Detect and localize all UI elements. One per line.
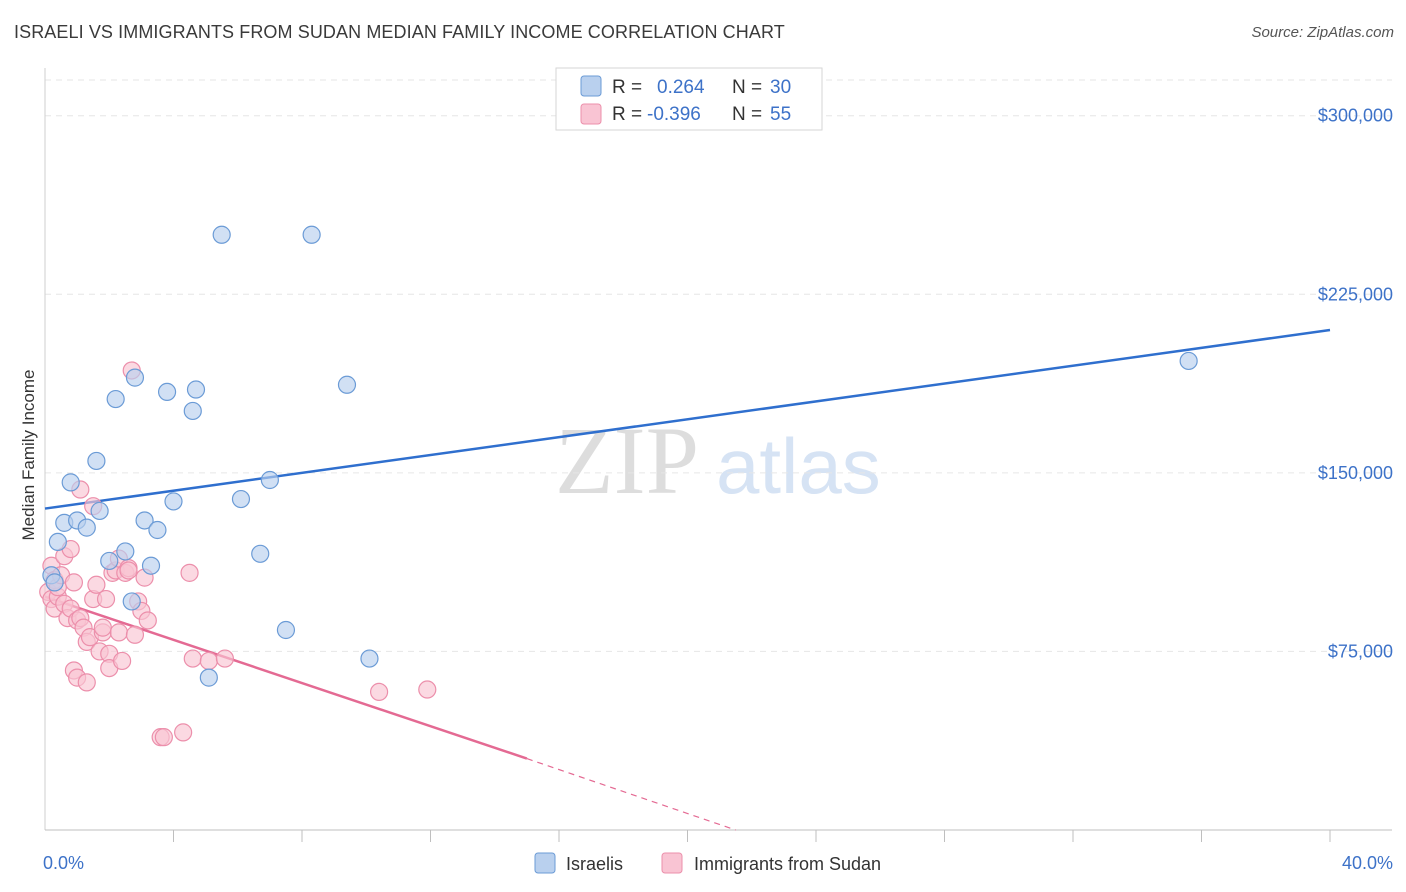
y-tick-label: $150,000 <box>1318 463 1393 483</box>
y-tick-label: $300,000 <box>1318 106 1393 126</box>
point-israelis <box>260 470 279 490</box>
point-israelis <box>87 451 106 471</box>
legend: R = 0.264 N = 30 R = -0.396 N = 55 <box>555 67 823 131</box>
watermark-atlas: atlas <box>716 422 881 510</box>
point-israelis <box>276 620 296 640</box>
point-sudan <box>199 651 218 671</box>
legend-n-label-2: N = <box>732 104 762 125</box>
data-points <box>39 225 1198 747</box>
point-israelis <box>231 489 251 509</box>
point-israelis <box>135 511 154 530</box>
point-sudan <box>112 651 132 671</box>
point-sudan <box>418 680 437 699</box>
point-sudan <box>183 649 202 668</box>
legend-r-label-2: R = <box>612 104 642 125</box>
y-tick-label: $75,000 <box>1328 641 1393 661</box>
point-israelis <box>61 473 80 492</box>
legend-r-label-1: R = <box>612 77 642 98</box>
point-israelis <box>148 520 167 540</box>
point-israelis <box>186 380 206 399</box>
legend-r-value-1: 0.264 <box>657 77 705 98</box>
point-israelis <box>141 556 161 575</box>
point-israelis <box>125 368 145 387</box>
point-israelis <box>251 544 270 563</box>
y-axis-label: Median Family Income <box>19 369 38 540</box>
trend-line-israelis <box>44 328 1331 510</box>
point-israelis <box>183 401 202 421</box>
point-sudan <box>180 563 199 582</box>
trend-line-sudan-extension <box>526 758 736 831</box>
point-israelis <box>157 382 177 402</box>
bottom-legend-swatch-israelis <box>534 852 556 874</box>
point-israelis <box>337 375 357 394</box>
point-sudan <box>215 649 234 668</box>
point-israelis <box>360 649 379 668</box>
watermark-zip: ZIP <box>555 407 699 514</box>
legend-swatch-sudan <box>580 103 602 125</box>
point-sudan <box>109 623 128 642</box>
point-sudan <box>119 561 138 580</box>
point-israelis <box>106 389 125 409</box>
point-israelis <box>212 225 231 244</box>
point-sudan <box>125 625 145 644</box>
point-israelis <box>1179 351 1198 371</box>
point-sudan <box>138 611 157 630</box>
point-israelis <box>48 532 67 552</box>
bottom-legend-swatch-sudan <box>661 852 683 874</box>
point-sudan <box>93 618 112 637</box>
legend-n-value-2: 55 <box>770 104 791 125</box>
point-israelis <box>116 542 135 561</box>
bottom-legend-label-israelis: Israelis <box>566 854 623 874</box>
y-tick-labels: $75,000 $150,000 $225,000 $300,000 <box>1318 106 1393 662</box>
point-israelis <box>302 225 321 244</box>
point-israelis <box>45 573 64 592</box>
source-label: Source: ZipAtlas.com <box>1251 24 1394 41</box>
point-sudan <box>87 575 106 594</box>
point-sudan <box>96 589 116 609</box>
bottom-legend: Israelis Immigrants from Sudan <box>534 852 881 874</box>
point-israelis <box>100 551 119 571</box>
point-israelis <box>164 492 183 511</box>
point-sudan <box>154 728 173 747</box>
point-israelis <box>199 668 218 687</box>
legend-n-value-1: 30 <box>770 77 791 98</box>
point-israelis <box>90 501 109 521</box>
point-sudan <box>370 682 389 702</box>
y-tick-label: $225,000 <box>1318 284 1393 304</box>
bottom-legend-label-sudan: Immigrants from Sudan <box>694 854 881 874</box>
point-sudan <box>64 573 84 592</box>
legend-n-label-1: N = <box>732 77 762 98</box>
point-israelis <box>122 592 141 611</box>
trend-lines <box>44 328 1331 831</box>
legend-r-value-2: -0.396 <box>647 104 701 125</box>
chart-title: ISRAELI VS IMMIGRANTS FROM SUDAN MEDIAN … <box>14 22 785 42</box>
point-sudan <box>174 723 193 742</box>
point-israelis <box>77 518 96 537</box>
point-sudan <box>77 673 96 692</box>
x-tick-label-min: 0.0% <box>43 853 84 873</box>
legend-swatch-israelis <box>580 75 602 97</box>
axes <box>44 68 1392 842</box>
trend-line-sudan <box>44 595 528 760</box>
x-tick-label-max: 40.0% <box>1342 853 1393 873</box>
